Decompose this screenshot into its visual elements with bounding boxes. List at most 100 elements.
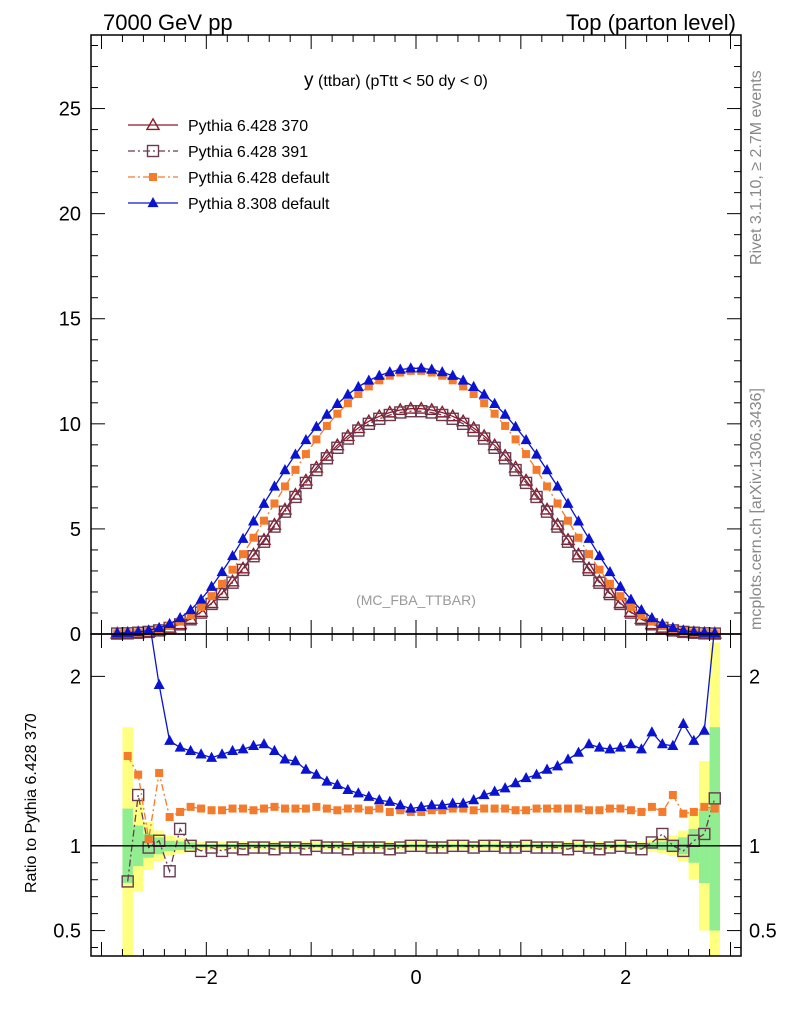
data-point-p370	[602, 585, 618, 599]
ratio-point-pdef	[595, 806, 604, 815]
ratio-point-pdef	[448, 804, 457, 813]
data-point-p8	[143, 624, 155, 635]
data-point-p370	[330, 437, 345, 451]
ratio-uncertainty-band	[122, 642, 721, 956]
watermark-label: (MC_FBA_TTBAR)	[356, 592, 476, 608]
legend-label-p8: Pythia 8.308 default	[188, 196, 330, 213]
ratio-series-p8	[150, 634, 715, 813]
ratio-point-p8	[227, 744, 239, 756]
ratio-point-p391	[163, 865, 176, 878]
ratio-point-p391	[131, 788, 145, 802]
data-point-pdef	[564, 516, 573, 525]
ratio-point-pdef	[490, 804, 499, 813]
data-point-p370	[235, 560, 251, 574]
ratio-point-pdef	[427, 806, 436, 815]
data-point-p8	[552, 480, 564, 491]
data-point-p370	[613, 595, 628, 609]
ratio-point-p8	[614, 741, 626, 752]
data-point-pdef	[480, 399, 489, 408]
data-point-p370	[550, 517, 565, 530]
data-point-pdef	[501, 421, 510, 430]
data-point-p8	[279, 464, 291, 475]
data-point-p391	[551, 520, 564, 533]
ratio-point-p8	[289, 755, 301, 766]
data-point-p8	[268, 480, 280, 491]
data-point-pdef	[448, 376, 457, 385]
ratio-point-pdef	[343, 804, 352, 813]
ratio-point-p8	[426, 799, 438, 810]
data-point-p370	[560, 532, 576, 545]
mcplots-label: mcplots.cern.ch [arXiv:1306.3436]	[748, 388, 765, 630]
ratio-point-p391	[656, 827, 669, 841]
data-point-p391	[236, 563, 250, 577]
ratio-point-pdef	[218, 806, 227, 815]
data-point-p8	[677, 624, 689, 635]
ratio-point-pdef	[197, 804, 206, 813]
data-point-p391	[477, 432, 491, 445]
data-point-p8	[415, 362, 427, 373]
ratio-point-p8	[510, 777, 522, 788]
data-point-pdef	[595, 565, 604, 574]
ratio-point-p8	[573, 746, 584, 757]
ratio-point-p8	[363, 790, 375, 801]
ratio-point-p8	[552, 760, 564, 771]
ratio-point-pdef	[375, 804, 384, 813]
data-point-pdef	[239, 550, 248, 559]
ratio-y-tick-label-right: 2	[749, 666, 760, 688]
ratio-point-pdef	[207, 806, 216, 815]
ratio-point-pdef	[322, 804, 331, 813]
data-point-p8	[531, 448, 543, 459]
data-point-p370	[204, 595, 219, 609]
ratio-point-p8	[153, 678, 165, 689]
data-point-p370	[319, 448, 335, 461]
ratio-point-pdef	[501, 804, 510, 813]
data-point-p370	[581, 560, 597, 574]
data-point-pdef	[553, 499, 562, 508]
ratio-point-pdef	[616, 804, 625, 813]
data-point-p370	[476, 428, 492, 442]
ratio-point-p8	[562, 753, 574, 764]
data-point-p370	[372, 408, 387, 422]
data-point-p370	[267, 517, 282, 530]
data-point-pdef	[312, 435, 321, 444]
data-point-p391	[215, 587, 229, 601]
data-point-p8	[625, 593, 637, 604]
main-y-tick-label: 25	[59, 99, 81, 121]
ratio-point-p8	[195, 748, 207, 759]
data-point-p8	[258, 497, 270, 508]
series-line-pdef	[117, 370, 715, 635]
ratio-point-p8	[216, 748, 228, 759]
ratio-axes: 0.5 0.5 1 1 2 2 −2 0 2	[53, 633, 777, 989]
ratio-point-p8	[248, 739, 259, 750]
ratio-point-pdef	[626, 806, 635, 815]
data-point-pdef	[197, 602, 206, 611]
data-point-p8	[216, 565, 228, 577]
ratio-point-p8	[384, 795, 396, 806]
data-point-pdef	[364, 382, 373, 391]
main-y-tick-label: 10	[59, 414, 81, 436]
data-point-p370	[424, 402, 439, 416]
ratio-point-pdef	[280, 804, 289, 813]
ratio-point-pdef	[312, 802, 321, 811]
ratio-point-pdef	[186, 802, 195, 811]
data-point-p8	[667, 621, 679, 633]
data-point-p370	[214, 585, 230, 599]
ratio-point-p8	[468, 794, 480, 805]
data-point-pdef	[637, 611, 646, 620]
data-point-p370	[518, 473, 534, 486]
data-point-pdef	[291, 465, 300, 474]
header-process-label: Top (parton level)	[566, 10, 736, 35]
ratio-point-p8	[321, 775, 333, 786]
ratio-point-p8	[436, 799, 448, 810]
ratio-x-tick-label: 2	[620, 967, 631, 989]
data-point-p8	[206, 580, 218, 591]
data-point-p8	[342, 388, 354, 399]
data-point-p8	[447, 369, 459, 380]
ratio-series-pdef	[123, 752, 719, 844]
data-point-pdef	[522, 450, 531, 459]
main-y-tick-label: 20	[59, 204, 81, 226]
ratio-point-p8	[677, 717, 689, 728]
ratio-point-pdef	[584, 806, 593, 815]
ratio-point-pdef	[700, 802, 709, 811]
ratio-series-group	[91, 634, 741, 888]
